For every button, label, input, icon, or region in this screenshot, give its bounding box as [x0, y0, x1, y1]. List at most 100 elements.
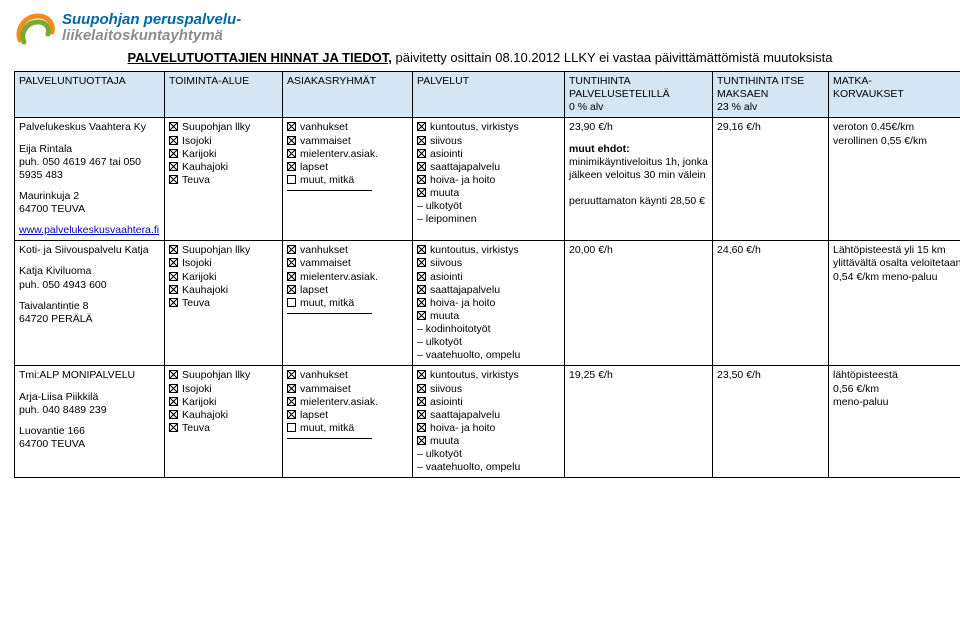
checkbox-label: siivous [430, 257, 462, 270]
hourly-term-line [569, 182, 708, 195]
checkbox-label: saattajapalvelu [430, 161, 500, 174]
extra-line: – ulkotyöt [417, 448, 560, 461]
checkbox-icon [417, 245, 426, 254]
table-header-row: PALVELUNTUOTTAJA TOIMINTA-ALUE ASIAKASRY… [15, 72, 960, 118]
checkbox-label: Teuva [182, 174, 210, 187]
checkbox-line: kuntoutus, virkistys [417, 121, 560, 134]
cell-provider: Palvelukeskus Vaahtera KyEija Rintalapuh… [15, 118, 165, 241]
checkbox-label: saattajapalvelu [430, 409, 500, 422]
cell-provider: Tmi:ALP MONIPALVELUArja-Liisa Piikkiläpu… [15, 366, 165, 478]
provider-contact: Katja Kiviluoma [19, 265, 160, 278]
provider-url[interactable]: www.palvelukeskusvaahtera.fi [19, 224, 159, 236]
cell-groups: vanhuksetvammaisetmielenterv.asiak.lapse… [283, 366, 413, 478]
checkbox-line: lapset [287, 409, 408, 422]
checkbox-label: Isojoki [182, 383, 212, 396]
checkbox-icon [169, 410, 178, 419]
checkbox-line: Kauhajoki [169, 161, 278, 174]
checkbox-icon [169, 423, 178, 432]
cell-groups: vanhuksetvammaisetmielenterv.asiak.lapse… [283, 241, 413, 366]
checkbox-icon [287, 370, 296, 379]
travel-line: Lähtöpisteestä yli 15 km ylittävältä osa… [833, 244, 960, 283]
checkbox-label: muut, mitkä [300, 174, 354, 187]
checkbox-line: lapset [287, 161, 408, 174]
checkbox-label: asiointi [430, 271, 463, 284]
cell-area: Suupohjan llkyIsojokiKarijokiKauhajokiTe… [165, 241, 283, 366]
checkbox-icon [417, 384, 426, 393]
checkbox-icon [287, 423, 296, 432]
checkbox-icon [287, 298, 296, 307]
checkbox-label: hoiva- ja hoito [430, 174, 495, 187]
checkbox-line: vammaiset [287, 135, 408, 148]
extra-line: – kodinhoitotyöt [417, 323, 560, 336]
checkbox-label: siivous [430, 383, 462, 396]
checkbox-icon [417, 423, 426, 432]
checkbox-icon [169, 175, 178, 184]
checkbox-label: Isojoki [182, 135, 212, 148]
checkbox-line: saattajapalvelu [417, 284, 560, 297]
org-logo: Suupohjan peruspalvelu- liikelaitoskunta… [14, 10, 946, 46]
checkbox-line: Isojoki [169, 383, 278, 396]
extra-line: – ulkotyöt [417, 336, 560, 349]
provider-link[interactable]: www.palvelukeskusvaahtera.fi [19, 224, 160, 237]
divider [287, 438, 372, 439]
checkbox-label: vanhukset [300, 369, 348, 382]
checkbox-line: Kauhajoki [169, 409, 278, 422]
hourly-price: 20,00 €/h [569, 244, 708, 257]
col-travel: MATKA- KORVAUKSET [829, 72, 960, 118]
checkbox-label: Kauhajoki [182, 409, 228, 422]
provider-contact: Arja-Liisa Piikkilä [19, 391, 160, 404]
checkbox-icon [417, 397, 426, 406]
checkbox-label: Kauhajoki [182, 161, 228, 174]
cell-hourly: 20,00 €/h [565, 241, 713, 366]
checkbox-icon [417, 272, 426, 281]
checkbox-label: mielenterv.asiak. [300, 396, 378, 409]
checkbox-icon [169, 122, 178, 131]
checkbox-icon [169, 162, 178, 171]
col-provider: PALVELUNTUOTTAJA [15, 72, 165, 118]
checkbox-icon [287, 410, 296, 419]
travel-line: verollinen 0,55 €/km [833, 135, 960, 148]
checkbox-label: lapset [300, 161, 328, 174]
cell-services: kuntoutus, virkistyssiivousasiointisaatt… [413, 366, 565, 478]
checkbox-line: muuta [417, 310, 560, 323]
travel-line: lähtöpisteestä [833, 369, 960, 382]
checkbox-line: vammaiset [287, 257, 408, 270]
checkbox-icon [417, 370, 426, 379]
checkbox-icon [287, 175, 296, 184]
hourly-term-line: peruuttamaton käynti 28,50 € [569, 195, 708, 208]
hourly-price: 19,25 €/h [569, 369, 708, 382]
table-row: Koti- ja Siivouspalvelu KatjaKatja Kivil… [15, 241, 960, 366]
title-main: PALVELUTUOTTAJIEN HINNAT JA TIEDOT, [128, 50, 392, 65]
checkbox-line: muut, mitkä [287, 174, 408, 187]
checkbox-line: Suupohjan llky [169, 369, 278, 382]
col-groups: ASIAKASRYHMÄT [283, 72, 413, 118]
checkbox-label: asiointi [430, 148, 463, 161]
checkbox-icon [417, 188, 426, 197]
checkbox-icon [417, 122, 426, 131]
checkbox-icon [169, 272, 178, 281]
checkbox-line: asiointi [417, 271, 560, 284]
checkbox-line: Isojoki [169, 257, 278, 270]
extra-line: – ulkotyöt [417, 200, 560, 213]
divider [287, 313, 372, 314]
table-row: Tmi:ALP MONIPALVELUArja-Liisa Piikkiläpu… [15, 366, 960, 478]
provider-phone: puh. 050 4619 467 tai 050 5935 483 [19, 156, 160, 182]
provider-address2: 64700 TEUVA [19, 203, 160, 216]
logo-line2: liikelaitoskuntayhtymä [62, 28, 241, 44]
cell-travel: veroton 0.45€/kmverollinen 0,55 €/km [829, 118, 960, 241]
checkbox-label: vanhukset [300, 121, 348, 134]
checkbox-icon [169, 245, 178, 254]
checkbox-label: vanhukset [300, 244, 348, 257]
checkbox-line: vanhukset [287, 121, 408, 134]
checkbox-label: Isojoki [182, 257, 212, 270]
checkbox-line: saattajapalvelu [417, 161, 560, 174]
cell-services: kuntoutus, virkistyssiivousasiointisaatt… [413, 118, 565, 241]
checkbox-icon [169, 258, 178, 267]
checkbox-icon [417, 436, 426, 445]
checkbox-icon [287, 136, 296, 145]
checkbox-icon [287, 122, 296, 131]
checkbox-line: muuta [417, 187, 560, 200]
checkbox-line: hoiva- ja hoito [417, 422, 560, 435]
checkbox-line: asiointi [417, 396, 560, 409]
checkbox-label: muut, mitkä [300, 297, 354, 310]
